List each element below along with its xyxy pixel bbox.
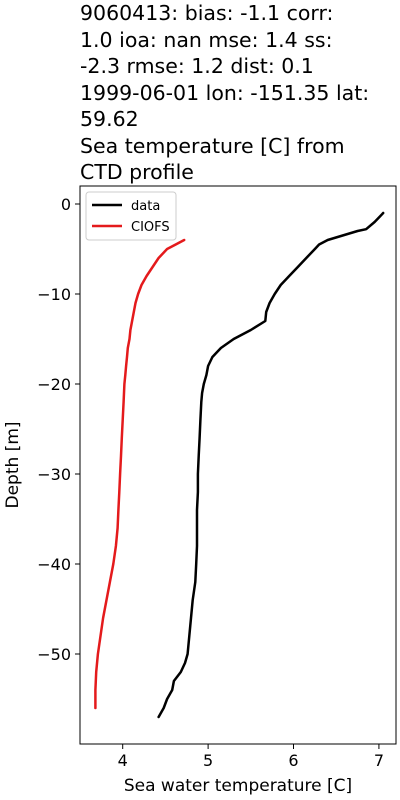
chart-title: 9060413: bias: -1.1 corr: 1.0 ioa: nan m… xyxy=(80,0,398,186)
legend: data CIOFS xyxy=(85,191,177,241)
y-tick-label: 0 xyxy=(61,195,71,214)
y-tick-label: −20 xyxy=(37,375,71,394)
x-axis-label: Sea water temperature [C] xyxy=(124,776,352,796)
title-line: 1999-06-01 lon: -151.35 lat: xyxy=(80,80,370,105)
x-tick-label: 6 xyxy=(288,751,298,770)
legend-label-ciofs: CIOFS xyxy=(131,220,170,235)
y-axis-ticks: 0 −10 −20 −30 −40 −50 xyxy=(37,195,80,664)
y-tick-label: −40 xyxy=(37,555,71,574)
x-axis-ticks: 4 5 6 7 xyxy=(118,744,384,770)
title-line: 1.0 ioa: nan mse: 1.4 ss: xyxy=(80,27,333,52)
series-line-data xyxy=(157,211,385,719)
series-line-ciofs xyxy=(94,238,186,710)
title-line: Sea temperature [C] from xyxy=(80,133,345,158)
x-tick-label: 5 xyxy=(203,751,213,770)
plot-frame xyxy=(79,185,397,745)
x-tick-label: 7 xyxy=(374,751,384,770)
title-line: -2.3 rmse: 1.2 dist: 0.1 xyxy=(80,54,314,78)
y-tick-label: −50 xyxy=(37,645,71,664)
y-tick-label: −30 xyxy=(37,465,71,484)
y-tick-label: −10 xyxy=(37,285,71,304)
title-line: CTD profile xyxy=(80,160,194,184)
title-line: 59.62 xyxy=(80,107,139,131)
series-layer xyxy=(94,211,385,719)
y-axis-label: Depth [m] xyxy=(3,421,23,508)
legend-label-data: data xyxy=(131,199,160,214)
x-tick-label: 4 xyxy=(118,751,128,770)
title-line: 9060413: bias: -1.1 corr: xyxy=(80,1,334,25)
